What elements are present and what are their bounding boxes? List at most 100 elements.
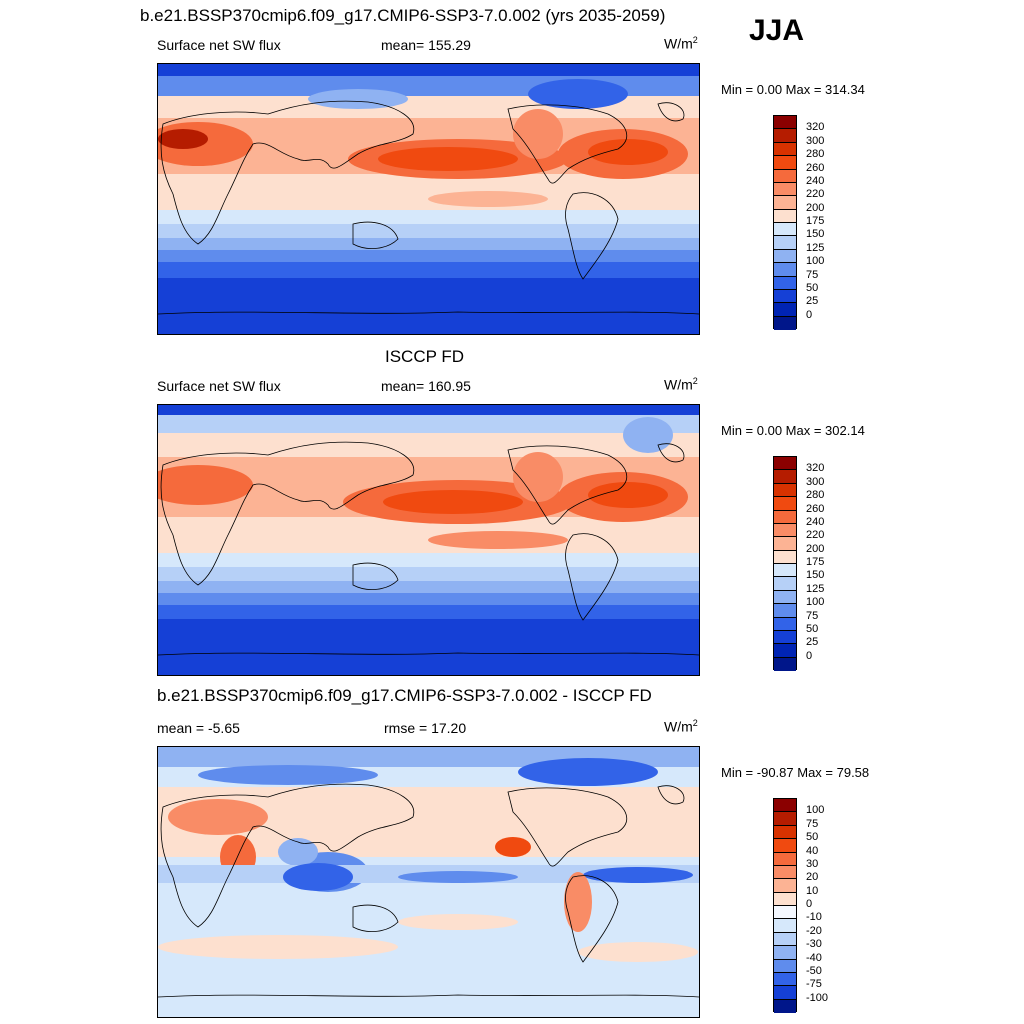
colorbar-label: 125 — [806, 582, 825, 595]
colorbar-label: 0 — [806, 308, 813, 321]
colorbar-swatch — [774, 590, 796, 605]
colorbar-swatch — [774, 303, 796, 317]
colorbar-label: 25 — [806, 636, 819, 649]
colorbar-label: 200 — [806, 542, 825, 555]
colorbar-label: 25 — [806, 295, 819, 308]
colorbar-swatch — [774, 657, 796, 671]
colorbar-swatch — [774, 289, 796, 304]
panel-obs-variable: Surface net SW flux — [157, 378, 281, 394]
colorbar-label: 75 — [806, 268, 819, 281]
colorbar-swatch — [774, 249, 796, 264]
colorbar-label: -75 — [806, 978, 822, 991]
panel-model-mean: mean= 155.29 — [381, 37, 471, 53]
colorbar-swatch — [774, 959, 796, 973]
panel-diff-rmse: rmse = 17.20 — [384, 720, 467, 736]
colorbar-label: 0 — [806, 649, 813, 662]
colorbar-label: 220 — [806, 529, 825, 542]
panel-diff-colorbar — [773, 798, 797, 1013]
colorbar-label: 320 — [806, 462, 825, 475]
colorbar-swatch — [774, 946, 796, 960]
panel-obs-colorbar — [773, 456, 797, 671]
colorbar-label: 175 — [806, 556, 825, 568]
colorbar-swatch — [774, 550, 796, 564]
season-label: JJA — [749, 14, 805, 47]
colorbar-label: 10 — [806, 884, 819, 897]
panel-diff-map — [157, 746, 700, 1018]
panel-obs-minmax: Min = 0.00 Max = 302.14 — [721, 423, 865, 438]
colorbar-swatch — [774, 879, 796, 893]
colorbar-label: 50 — [806, 831, 819, 844]
colorbar-swatch — [774, 932, 796, 947]
colorbar-swatch — [774, 630, 796, 645]
panel-diff-minmax: Min = -90.87 Max = 79.58 — [721, 765, 870, 780]
colorbar-label: 280 — [806, 489, 825, 502]
colorbar-swatch — [774, 865, 796, 880]
colorbar-swatch — [774, 892, 796, 906]
colorbar-swatch — [774, 510, 796, 524]
panel-obs-map — [157, 404, 700, 676]
colorbar-label: -20 — [806, 924, 822, 937]
panel-diff-units: W/m2 — [664, 718, 698, 735]
colorbar-label: 125 — [806, 241, 825, 254]
panel-obs-units: W/m2 — [664, 376, 698, 393]
colorbar-label: 175 — [806, 215, 825, 227]
colorbar-label: 150 — [806, 569, 825, 582]
panel-obs-mean: mean= 160.95 — [381, 378, 471, 394]
colorbar-swatch — [774, 523, 796, 538]
colorbar-swatch — [774, 236, 796, 250]
colorbar-label: 100 — [806, 596, 825, 609]
colorbar-swatch — [774, 276, 796, 290]
colorbar-label: -30 — [806, 938, 822, 951]
colorbar-swatch — [774, 537, 796, 551]
colorbar-swatch — [774, 604, 796, 618]
colorbar-swatch — [774, 577, 796, 591]
colorbar-label: 75 — [806, 609, 819, 622]
panel-model-map — [157, 63, 700, 335]
colorbar-label: 320 — [806, 121, 825, 134]
colorbar-swatch — [774, 116, 796, 130]
panel-model-title: b.e21.BSSP370cmip6.f09_g17.CMIP6-SSP3-7.… — [140, 6, 666, 25]
colorbar-swatch — [774, 470, 796, 484]
panel-obs-title: ISCCP FD — [385, 347, 465, 366]
panel-diff-title: b.e21.BSSP370cmip6.f09_g17.CMIP6-SSP3-7.… — [157, 686, 652, 705]
colorbar-label: 50 — [806, 281, 819, 294]
colorbar-swatch — [774, 182, 796, 197]
colorbar-swatch — [774, 156, 796, 170]
colorbar-swatch — [774, 223, 796, 237]
colorbar-label: 240 — [806, 174, 825, 187]
panel-model-colorbar — [773, 115, 797, 330]
colorbar-swatch — [774, 457, 796, 471]
colorbar-label: 100 — [806, 804, 825, 817]
colorbar-swatch — [774, 497, 796, 511]
colorbar-label: 20 — [806, 871, 819, 884]
colorbar-swatch — [774, 906, 796, 920]
colorbar-label: 150 — [806, 228, 825, 241]
panel-diff-mean: mean = -5.65 — [157, 720, 240, 736]
panel-model-units: W/m2 — [664, 35, 698, 52]
panel-model-variable: Surface net SW flux — [157, 37, 281, 53]
colorbar-swatch — [774, 564, 796, 578]
colorbar-swatch — [774, 919, 796, 933]
colorbar-swatch — [774, 617, 796, 631]
colorbar-swatch — [774, 972, 796, 987]
colorbar-swatch — [774, 986, 796, 1000]
colorbar-swatch — [774, 812, 796, 826]
colorbar-label: 30 — [806, 857, 819, 870]
colorbar-label: 75 — [806, 817, 819, 830]
colorbar-label: 100 — [806, 255, 825, 268]
colorbar-swatch — [774, 129, 796, 143]
colorbar-swatch — [774, 142, 796, 157]
colorbar-label: -40 — [806, 951, 822, 964]
colorbar-label: 0 — [806, 898, 813, 910]
colorbar-label: 200 — [806, 201, 825, 214]
colorbar-swatch — [774, 799, 796, 813]
colorbar-swatch — [774, 169, 796, 183]
colorbar-label: 300 — [806, 134, 825, 147]
colorbar-swatch — [774, 644, 796, 658]
colorbar-swatch — [774, 999, 796, 1013]
colorbar-swatch — [774, 316, 796, 330]
colorbar-label: 260 — [806, 161, 825, 174]
colorbar-label: 40 — [806, 844, 819, 857]
colorbar-label: -50 — [806, 964, 822, 977]
colorbar-swatch — [774, 483, 796, 498]
